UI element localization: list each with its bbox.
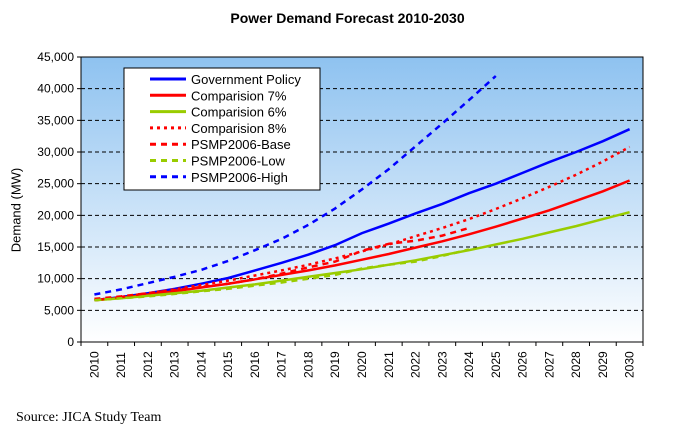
y-tick-label: 10,000	[37, 272, 74, 286]
x-tick-label: 2014	[194, 351, 208, 378]
x-tick-label: 2023	[435, 351, 449, 378]
x-tick-label: 2012	[141, 351, 155, 378]
x-tick-label: 2024	[462, 351, 476, 378]
series-line-psmp2006-high	[94, 75, 497, 296]
y-tick-label: 5,000	[44, 303, 74, 317]
x-tick-label: 2029	[596, 351, 610, 378]
legend-label: PSMP2006-High	[191, 170, 288, 185]
x-tick-label: 2015	[221, 351, 235, 378]
y-tick-label: 45,000	[37, 50, 74, 64]
series-line-psmp2006-base	[94, 226, 470, 301]
y-tick-label: 15,000	[37, 240, 74, 254]
y-tick-label: 35,000	[37, 113, 74, 127]
legend-label: Comparision 6%	[191, 105, 287, 120]
x-tick-label: 2019	[328, 351, 342, 378]
legend-label: PSMP2006-Base	[191, 137, 291, 152]
x-tick-label: 2025	[489, 351, 503, 378]
y-tick-label: 20,000	[37, 208, 74, 222]
x-tick-label: 2010	[87, 351, 101, 378]
legend-label: Comparision 7%	[191, 88, 287, 103]
legend-label: Government Policy	[191, 72, 301, 87]
source-note: Source: JICA Study Team	[16, 410, 162, 425]
y-tick-label: 40,000	[37, 82, 74, 96]
x-tick-label: 2028	[569, 351, 583, 378]
x-tick-label: 2017	[275, 351, 289, 378]
x-tick-label: 2027	[542, 351, 556, 378]
legend-box	[123, 67, 321, 191]
legend-label: Comparision 8%	[191, 121, 287, 136]
x-tick-label: 2020	[355, 351, 369, 378]
y-tick-label: 25,000	[37, 177, 74, 191]
series-line-psmp2006-low	[94, 248, 470, 302]
x-tick-label: 2011	[114, 352, 128, 378]
chart-title: Power Demand Forecast 2010-2030	[230, 10, 465, 26]
x-tick-label: 2022	[409, 351, 423, 378]
x-tick-label: 2018	[301, 351, 315, 378]
x-tick-label: 2021	[382, 351, 396, 378]
x-tick-label: 2030	[623, 351, 637, 378]
x-tick-label: 2016	[248, 351, 262, 378]
legend-label: PSMP2006-Low	[191, 154, 286, 169]
y-tick-label: 0	[67, 335, 74, 349]
x-tick-label: 2013	[168, 351, 182, 378]
series-line-government-policy	[94, 128, 631, 302]
y-tick-label: 30,000	[37, 145, 74, 159]
x-tick-label: 2026	[516, 351, 530, 378]
